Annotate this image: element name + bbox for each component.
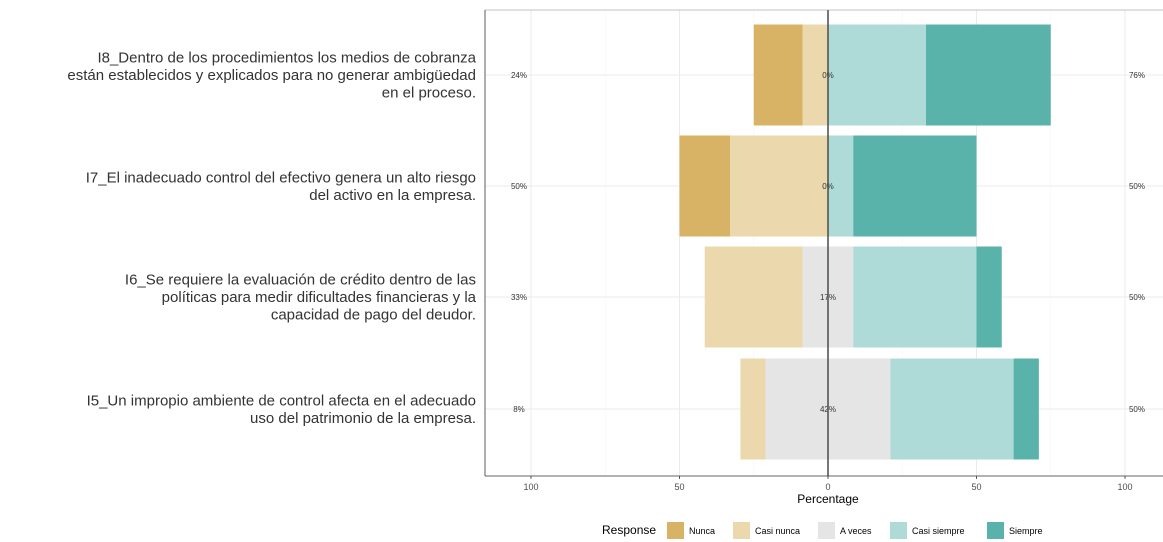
left-percent-label: 8% (513, 405, 525, 414)
legend-label: Siempre (1009, 526, 1043, 536)
legend-key (890, 522, 907, 539)
x-tick-label: 100 (523, 482, 538, 492)
x-tick-label: 0 (825, 482, 830, 492)
bar-segment-siempre (976, 246, 1002, 348)
legend-item: Nunca (667, 522, 715, 539)
bar-segment-casi-siempre (828, 24, 927, 126)
legend-label: A veces (840, 526, 872, 536)
bar-segment-casi-nunca (729, 135, 828, 237)
bar-segment-siempre (853, 135, 977, 237)
right-percent-label: 50% (1129, 293, 1145, 302)
item-label: I7_El inadecuado control del efectivo ge… (86, 169, 476, 204)
legend-item: A veces (818, 522, 872, 539)
legend: Response Nunca Casi nunca A veces Casi siemp… (602, 522, 1043, 539)
legend-key (818, 522, 835, 539)
bar-segment-casi-siempre (890, 358, 1014, 460)
bar-segment-casi-nunca (740, 358, 766, 460)
x-tick-label: 100 (1117, 482, 1132, 492)
legend-label: Casi nunca (755, 526, 800, 536)
bar-segment-casi-siempre (853, 246, 977, 348)
axis-layer: 100 50 0 50 100 (484, 9, 1163, 492)
bar-layer (679, 24, 1051, 460)
x-tick-label: 50 (971, 482, 981, 492)
bar-segment-casi-siempre (828, 135, 854, 237)
left-percent-label: 50% (511, 182, 527, 191)
label-layer: I8_Dentro de los procedimientos los medi… (67, 50, 1145, 427)
bar-segment-siempre (1013, 358, 1039, 460)
bar-segment-nunca (679, 135, 730, 237)
legend-item: Casi siempre (890, 522, 965, 539)
legend-key (733, 522, 750, 539)
bar-segment-casi-nunca (704, 246, 803, 348)
right-percent-label: 50% (1129, 182, 1145, 191)
legend-label: Nunca (689, 526, 715, 536)
right-percent-label: 50% (1129, 405, 1145, 414)
item-label: I8_Dentro de los procedimientos los medi… (67, 50, 476, 102)
legend-key (667, 522, 684, 539)
legend-label: Casi siempre (912, 526, 965, 536)
bar-segment-siempre (926, 24, 1051, 126)
legend-item: Siempre (987, 522, 1043, 539)
legend-item: Casi nunca (733, 522, 800, 539)
bar-segment-nunca (753, 24, 803, 126)
bar-segment-casi-nunca (802, 24, 828, 126)
left-percent-label: 24% (511, 71, 527, 80)
legend-key (987, 522, 1004, 539)
x-tick-label: 50 (674, 482, 684, 492)
x-axis-title: Percentage (797, 492, 859, 506)
item-label: I6_Se requiere la evaluación de crédito … (125, 272, 477, 324)
left-percent-label: 33% (511, 293, 527, 302)
item-label: I5_Un impropio ambiente de control afect… (87, 392, 476, 427)
right-percent-label: 76% (1129, 71, 1145, 80)
legend-title: Response (602, 523, 656, 537)
